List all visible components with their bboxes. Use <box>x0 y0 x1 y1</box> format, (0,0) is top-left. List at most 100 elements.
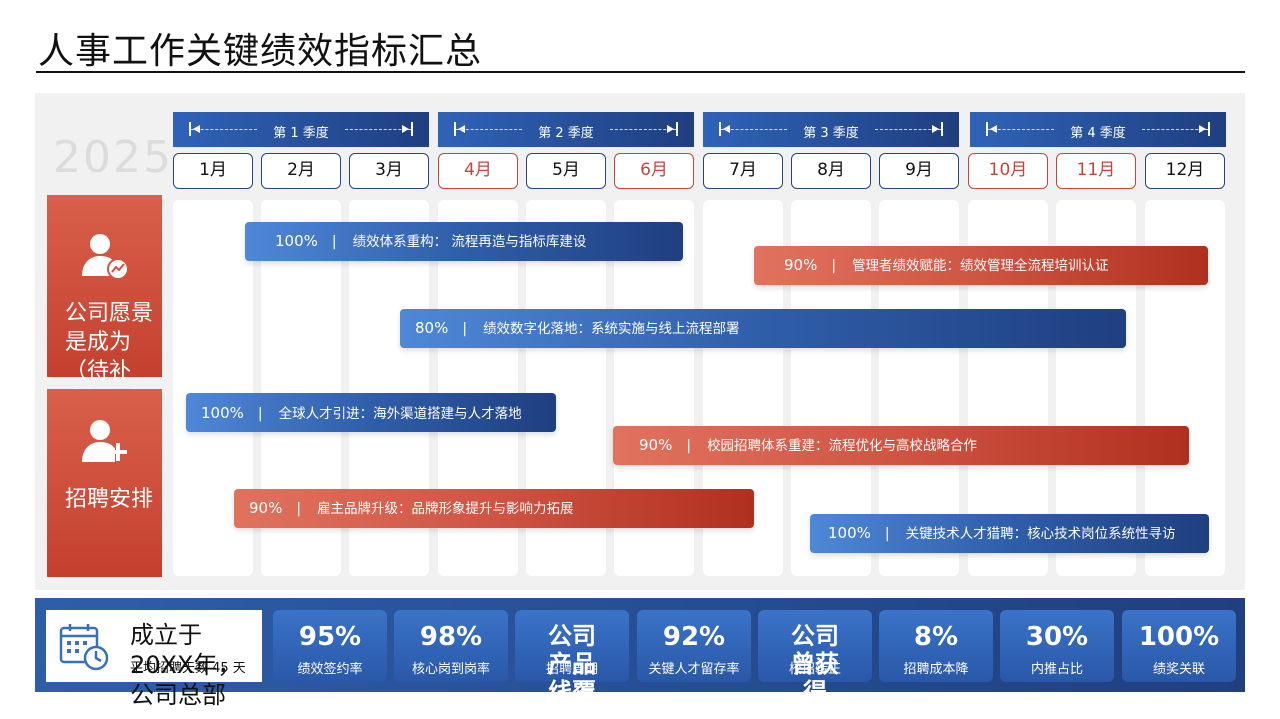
bar-separator: | <box>462 321 468 337</box>
range-end-icon <box>411 122 413 136</box>
bar-label: 全球人才引进：海外渠道搭建与人才落地 <box>278 406 522 422</box>
bar-separator: | <box>831 258 837 274</box>
side-card-text: 公司愿景是成为（待补充），致力于为用户提供（待补充）服务。 <box>65 301 154 558</box>
kpi-value: 8% <box>913 622 959 652</box>
user-chart-icon <box>82 234 129 280</box>
range-end-icon <box>941 122 943 136</box>
kpi-value: 公司曾获得 <box>791 622 839 706</box>
kpi-value: 成立于20XX年，公司总部 <box>130 621 242 709</box>
kpi-label: 平均招聘天数 45 天 <box>130 661 246 676</box>
bar-separator: | <box>331 234 337 250</box>
dashed-line <box>1142 129 1208 130</box>
range-start-icon <box>719 122 721 136</box>
kpi-card: 招聘周期公司产品线覆盖 <box>515 610 629 719</box>
arrow-right-icon <box>667 125 674 133</box>
bar-percent: 100% <box>275 232 318 250</box>
month-nov: 11月 <box>1056 153 1136 189</box>
kpi-value: 公司产品线覆盖 <box>548 622 596 719</box>
range-start-icon <box>454 122 456 136</box>
kpi-label: 绩效签约率 <box>297 662 363 677</box>
quarter-header-1: 第 1 季度 <box>173 112 429 147</box>
kpi-value: 30% <box>1025 622 1089 652</box>
side-card-performance: 公司愿景是成为（待补充），致力于为用户提供（待补充）服务。 <box>47 195 162 558</box>
month-dec: 12月 <box>1145 153 1225 189</box>
quarter-header-2: 第 2 季度 <box>438 112 694 147</box>
dashed-line <box>721 129 787 130</box>
bar-percent: 90% <box>784 256 818 274</box>
bar-percent: 90% <box>249 499 283 517</box>
kpi-card: 95% 绩效签约率 <box>273 610 387 682</box>
gantt-bar: 90% | 校园招聘体系重建：流程优化与高校战略合作 <box>613 426 1189 465</box>
title-divider <box>36 71 1245 73</box>
bar-percent: 100% <box>201 404 244 422</box>
month-jul: 7月 <box>703 153 783 189</box>
month-sep: 9月 <box>879 153 959 189</box>
gantt-bar: 90% | 雇主品牌升级：品牌形象提升与影响力拓展 <box>234 489 754 528</box>
range-end-icon <box>676 122 678 136</box>
kpi-label: 招聘周期 <box>545 662 598 677</box>
gantt-bar: 90% | 管理者绩效赋能：绩效管理全流程培训认证 <box>754 246 1208 285</box>
user-plus-icon <box>82 420 127 462</box>
bar-percent: 90% <box>639 436 673 454</box>
quarter-label: 第 1 季度 <box>273 126 329 141</box>
dashed-line <box>988 129 1054 130</box>
side-card-recruiting: 招聘安排 <box>47 389 162 577</box>
month-jan: 1月 <box>173 153 253 189</box>
bar-label: 雇主品牌升级：品牌形象提升与影响力拓展 <box>317 501 574 517</box>
dashed-line <box>345 129 411 130</box>
gantt-bar: 100% | 全球人才引进：海外渠道搭建与人才落地 <box>186 393 556 432</box>
kpi-label: 内推占比 <box>1030 662 1083 677</box>
quarter-label: 第 2 季度 <box>538 126 594 141</box>
kpi-label: 核心岗到岗率 <box>411 662 490 677</box>
range-end-icon <box>1208 122 1210 136</box>
arrow-right-icon <box>1199 125 1206 133</box>
month-may: 5月 <box>526 153 606 189</box>
kpi-card: 98% 核心岗到岗率 <box>394 610 508 682</box>
bar-separator: | <box>884 526 890 542</box>
kpi-card: 校招转正 公司曾获得 <box>758 610 872 706</box>
kpi-value: 100% <box>1138 622 1220 652</box>
month-mar: 3月 <box>349 153 429 189</box>
page-title: 人事工作关键绩效指标汇总 <box>38 31 483 72</box>
bar-label: 校园招聘体系重建：流程优化与高校战略合作 <box>707 438 978 454</box>
kpi-card-primary: 平均招聘天数 45 天 成立于20XX年，公司总部 <box>46 610 262 709</box>
dashed-line <box>610 129 676 130</box>
kpi-label: 绩奖关联 <box>1152 662 1205 677</box>
quarter-label: 第 3 季度 <box>803 126 859 141</box>
kpi-label: 校招转正 <box>788 662 841 677</box>
year-watermark: 2025 <box>53 132 173 183</box>
bar-percent: 100% <box>828 524 871 542</box>
range-start-icon <box>986 122 988 136</box>
gantt-bar: 80% | 绩效数字化落地：系统实施与线上流程部署 <box>400 309 1126 348</box>
bar-separator: | <box>257 406 263 422</box>
month-oct: 10月 <box>968 153 1048 189</box>
side-card-text: 招聘安排 <box>65 487 154 512</box>
calendar-clock-icon <box>59 624 109 671</box>
bar-percent: 80% <box>415 319 449 337</box>
month-aug: 8月 <box>791 153 871 189</box>
kpi-card: 100% 绩奖关联 <box>1122 610 1236 682</box>
bar-separator: | <box>686 438 692 454</box>
arrow-right-icon <box>402 125 409 133</box>
kpi-value: 98% <box>419 622 483 652</box>
kpi-label: 招聘成本降 <box>903 662 969 677</box>
bar-label: 关键技术人才猎聘：核心技术岗位系统性寻访 <box>905 526 1176 542</box>
range-start-icon <box>189 122 191 136</box>
bar-label: 管理者绩效赋能：绩效管理全流程培训认证 <box>852 258 1109 274</box>
bar-separator: | <box>296 501 302 517</box>
gantt-bar: 100% | 绩效体系重构： 流程再造与指标库建设 <box>245 222 683 261</box>
month-jun: 6月 <box>614 153 694 189</box>
kpi-card: 92% 关键人才留存率 <box>637 610 751 682</box>
month-apr: 4月 <box>438 153 518 189</box>
kpi-value: 92% <box>662 622 726 652</box>
kpi-label: 关键人才留存率 <box>648 662 740 677</box>
quarter-header-3: 第 3 季度 <box>703 112 959 147</box>
gantt-bar: 100% | 关键技术人才猎聘：核心技术岗位系统性寻访 <box>810 514 1209 553</box>
kpi-card: 8% 招聘成本降 <box>879 610 993 682</box>
month-feb: 2月 <box>261 153 341 189</box>
bar-label: 绩效体系重构： 流程再造与指标库建设 <box>352 234 587 250</box>
kpi-card: 30% 内推占比 <box>1000 610 1114 682</box>
kpi-value: 95% <box>298 622 362 652</box>
bar-label: 绩效数字化落地：系统实施与线上流程部署 <box>483 321 740 337</box>
